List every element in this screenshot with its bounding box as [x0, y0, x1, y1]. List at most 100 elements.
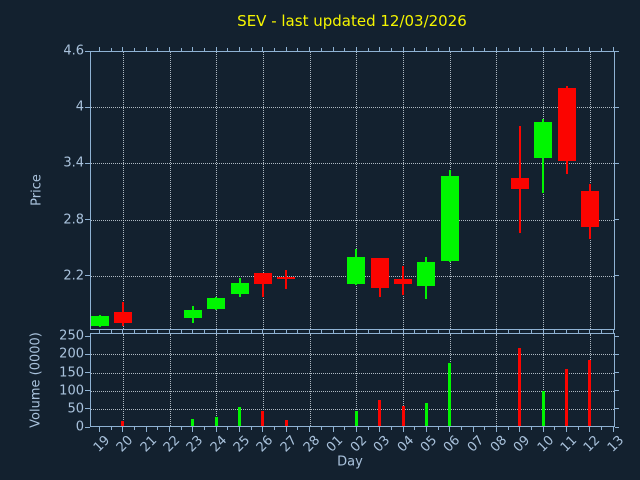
x-tick-label: 13: [604, 433, 627, 456]
price-tick-label: 4: [75, 99, 84, 115]
x-tick-label: 05: [417, 433, 440, 456]
x-tick-mark: [320, 48, 322, 51]
price-tick-mark: [615, 162, 619, 164]
x-tick-label: 28: [300, 433, 324, 456]
price-tick-mark: [615, 106, 619, 108]
x-tick-mark: [344, 48, 346, 51]
x-tick-mark: [145, 329, 147, 333]
candle-body: [557, 88, 576, 161]
volume-axis-label: Volume (0000): [28, 332, 44, 428]
x-tick-mark: [274, 329, 276, 333]
x-tick-mark: [519, 329, 521, 333]
x-tick-mark: [472, 47, 474, 51]
x-tick-mark: [262, 427, 264, 432]
x-tick-mark: [554, 48, 556, 51]
x-tick-mark: [285, 47, 287, 51]
x-tick-mark: [215, 329, 217, 333]
x-tick-mark: [110, 48, 112, 51]
x-tick-mark: [449, 47, 451, 51]
x-tick-mark: [320, 329, 322, 333]
x-tick-mark: [542, 329, 544, 333]
x-tick-mark: [589, 329, 591, 333]
x-tick-mark: [601, 427, 603, 430]
volume-tick-mark: [85, 426, 90, 428]
x-tick-mark: [180, 427, 182, 430]
x-tick-mark: [145, 427, 147, 432]
x-tick-mark: [577, 427, 579, 430]
x-tick-label: 20: [114, 433, 137, 456]
volume-tick-mark: [615, 372, 619, 374]
x-tick-mark: [99, 47, 100, 51]
volume-tick-mark: [85, 408, 90, 410]
price-vgridline: [356, 52, 358, 329]
price-panel: [90, 51, 615, 330]
volume-tick-mark: [85, 390, 90, 392]
x-tick-label: 04: [394, 433, 417, 456]
volume-gridline: [91, 372, 614, 374]
x-tick-mark: [612, 427, 614, 432]
volume-bar: [238, 407, 242, 426]
x-tick-mark: [110, 329, 112, 333]
volume-tick-mark: [615, 390, 619, 392]
x-tick-mark: [402, 329, 404, 333]
x-tick-mark: [495, 427, 497, 432]
candle-body: [347, 256, 366, 285]
candle-body: [253, 272, 272, 285]
price-tick-mark: [85, 162, 90, 164]
x-tick-mark: [414, 427, 416, 430]
x-tick-mark: [180, 329, 182, 333]
x-tick-mark: [250, 329, 252, 333]
price-axis-label: Price: [29, 174, 45, 206]
price-tick-mark: [615, 275, 619, 277]
x-tick-mark: [379, 329, 381, 333]
price-tick-mark: [615, 219, 619, 221]
x-tick-mark: [274, 48, 276, 51]
x-tick-label: 19: [90, 433, 114, 456]
volume-vgridline: [356, 334, 358, 426]
x-tick-mark: [355, 427, 357, 432]
x-tick-mark: [484, 48, 486, 51]
x-tick-mark: [204, 329, 206, 333]
candle-wick: [285, 270, 288, 289]
x-tick-mark: [204, 427, 206, 430]
volume-tick-label: 50: [67, 401, 84, 417]
x-tick-mark: [297, 329, 299, 333]
x-tick-mark: [495, 329, 497, 333]
x-tick-label: 06: [441, 433, 464, 456]
x-tick-mark: [134, 427, 136, 430]
x-tick-mark: [309, 329, 311, 333]
x-tick-label: 10: [534, 433, 557, 456]
volume-bar: [448, 363, 452, 426]
volume-gridline: [91, 408, 614, 410]
x-tick-mark: [425, 329, 427, 333]
x-tick-mark: [601, 329, 603, 333]
x-tick-mark: [285, 427, 287, 432]
volume-vgridline: [169, 334, 171, 426]
candle-body: [417, 261, 436, 286]
x-tick-mark: [612, 329, 614, 333]
price-tick-label: 2.8: [63, 212, 84, 228]
volume-bar: [354, 411, 358, 426]
x-tick-mark: [367, 48, 369, 51]
volume-tick-mark: [85, 353, 90, 355]
volume-bar: [588, 360, 592, 426]
volume-tick-label: 250: [59, 328, 84, 344]
x-tick-mark: [169, 47, 171, 51]
price-tick-mark: [85, 275, 90, 277]
volume-bar: [261, 411, 265, 426]
x-tick-label: 12: [581, 433, 604, 456]
candle-body: [207, 298, 226, 310]
x-tick-mark: [519, 427, 521, 432]
volume-tick-label: 100: [59, 383, 84, 399]
volume-tick-mark: [615, 426, 619, 428]
volume-vgridline: [309, 334, 311, 426]
x-tick-mark: [589, 47, 591, 51]
x-tick-mark: [145, 47, 147, 51]
x-tick-label: 08: [487, 433, 511, 456]
x-tick-mark: [204, 48, 206, 51]
volume-tick-mark: [85, 372, 90, 374]
x-tick-mark: [460, 427, 462, 430]
price-tick-mark: [85, 50, 90, 52]
price-vgridline: [122, 52, 124, 329]
x-tick-label: 03: [370, 433, 394, 456]
